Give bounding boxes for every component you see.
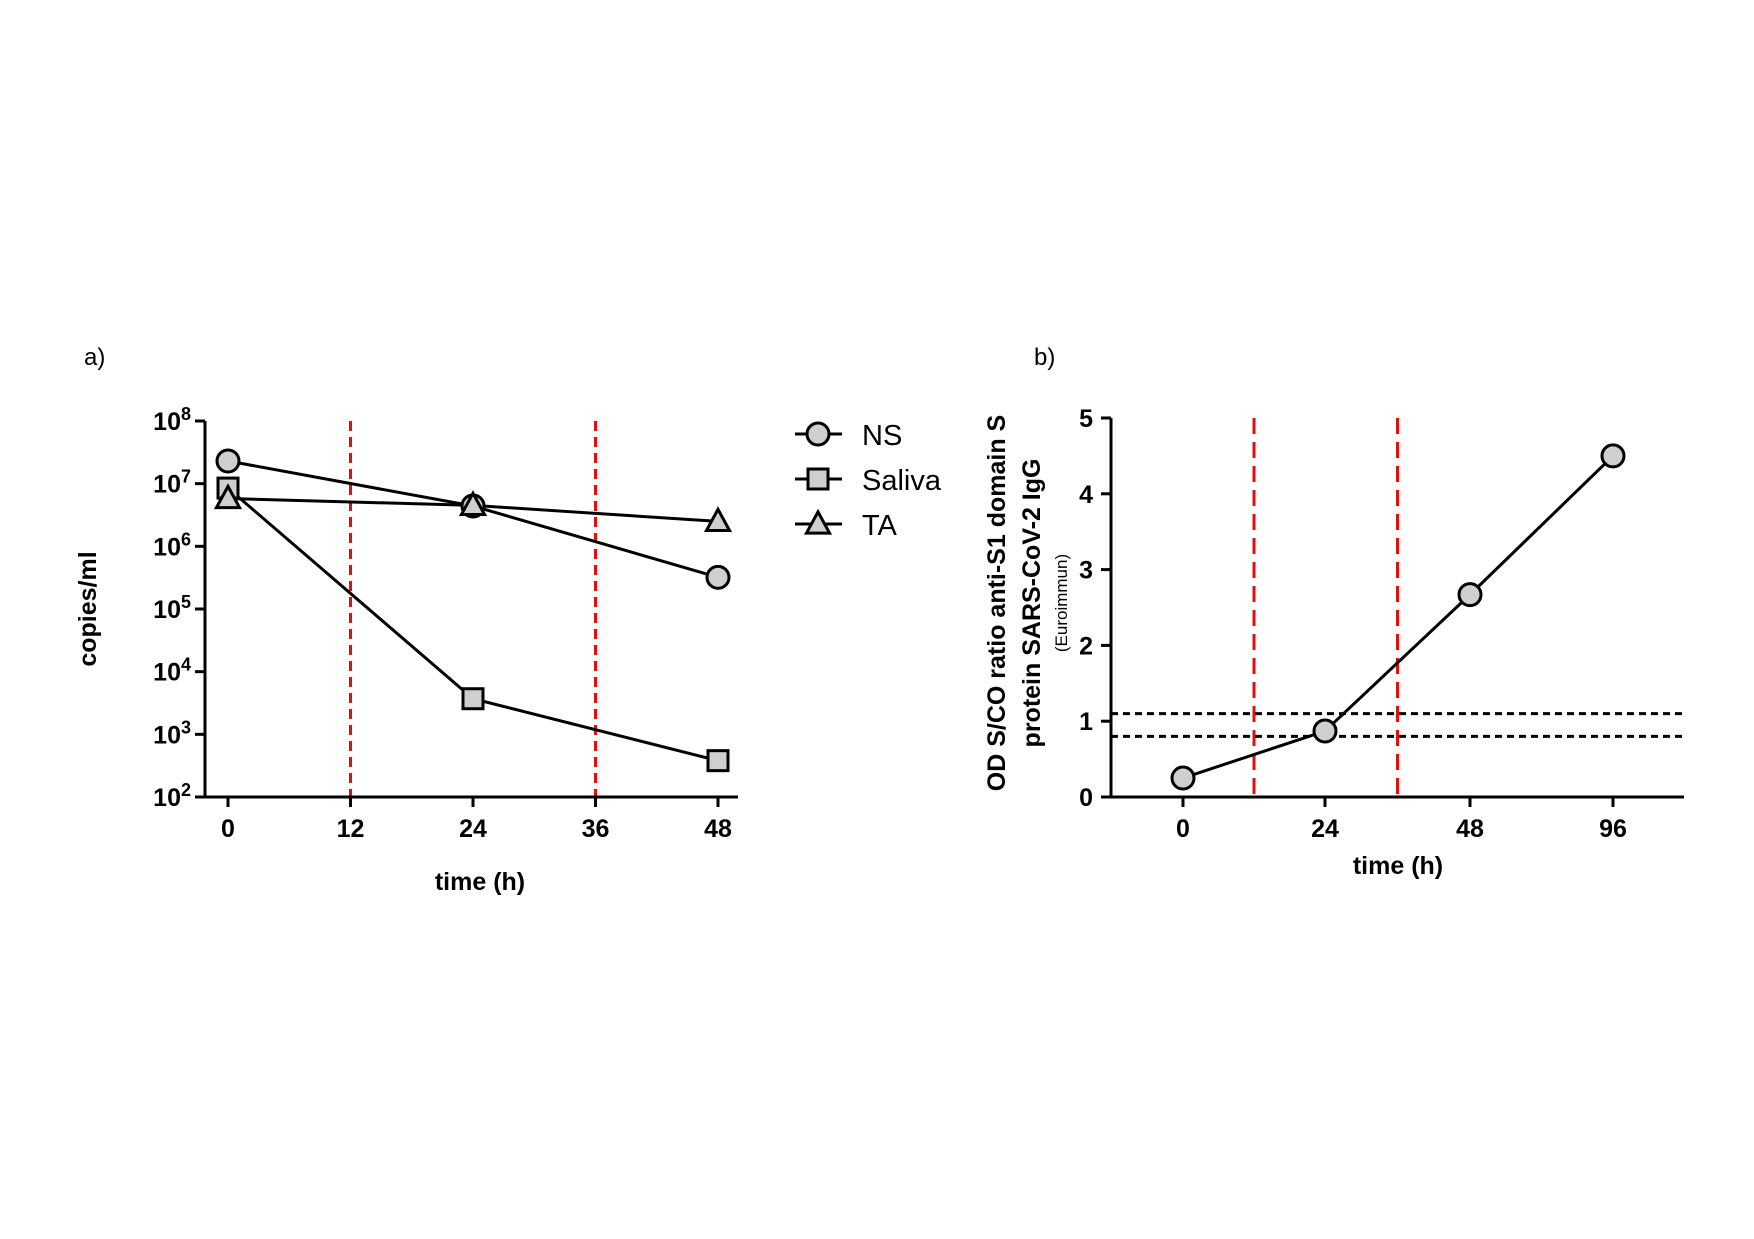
x-tick-label: 12	[337, 815, 365, 843]
legend-a: NS Saliva TA	[795, 420, 942, 542]
data-point	[1600, 443, 1626, 469]
y-tick-label: 4	[1079, 481, 1093, 509]
chart-a: 102 103 104 105 106 107 108 0 12 24 36 48 time (h) co…	[74, 404, 738, 896]
y-tick-label: 5	[1079, 405, 1093, 433]
x-tick-label: 96	[1599, 815, 1627, 843]
legend-label-ta: TA	[862, 510, 898, 542]
y-axis-title-line-2: protein SARS-CoV-2 IgG	[1018, 459, 1046, 748]
x-tick-label: 24	[1311, 815, 1339, 843]
y-tick-label: 102	[153, 780, 191, 812]
y-axis-title-line-1: OD S/CO ratio anti-S1 domain S	[983, 415, 1011, 791]
x-tick-label: 48	[704, 815, 732, 843]
data-point	[1457, 582, 1483, 608]
y-tick-label: 106	[153, 529, 191, 561]
legend-label-ns: NS	[862, 420, 902, 452]
x-tick-label: 36	[582, 815, 610, 843]
y-tick-label: 107	[153, 467, 191, 499]
x-axis-title: time (h)	[435, 868, 525, 896]
chart-b: 0 1 2 3 4 5 0 24 48 96 time (h) OD S/CO ratio anti-…	[983, 405, 1684, 880]
y-tick-label: 104	[153, 655, 191, 687]
panel-b-label: b)	[1034, 344, 1055, 371]
x-axis-title: time (h)	[1353, 852, 1443, 880]
data-point-saliva	[706, 749, 730, 773]
legend-marker-saliva	[806, 467, 830, 491]
y-tick-label: 108	[153, 404, 191, 436]
panel-a-label: a)	[84, 344, 105, 371]
x-tick-label: 0	[1176, 815, 1190, 843]
data-point-ns	[705, 564, 731, 590]
legend-marker-ta	[803, 508, 833, 535]
y-axis-title: copies/ml	[74, 551, 102, 666]
y-tick-label: 0	[1079, 784, 1093, 812]
data-point-ta	[458, 490, 488, 516]
x-tick-label: 24	[459, 815, 487, 843]
y-tick-label: 1	[1079, 708, 1093, 736]
legend-label-saliva: Saliva	[862, 465, 942, 497]
data-point	[1170, 765, 1196, 791]
x-tick-label: 48	[1456, 815, 1484, 843]
series-line-ns	[227, 459, 719, 579]
series-line-saliva	[227, 486, 719, 763]
data-point-ta	[213, 483, 243, 510]
y-tick-label: 2	[1079, 632, 1093, 660]
legend-marker-ns	[805, 421, 831, 447]
data-point-ta	[703, 506, 733, 532]
y-tick-label: 105	[153, 592, 191, 624]
data-point-ns	[215, 448, 241, 474]
y-tick-label: 3	[1079, 557, 1093, 585]
data-point	[1312, 718, 1338, 744]
data-point-saliva	[461, 687, 485, 711]
series-line	[1182, 454, 1615, 780]
y-tick-label: 103	[153, 717, 191, 749]
x-tick-label: 0	[221, 815, 235, 843]
y-axis-subtitle: (Euroimmun)	[1052, 554, 1071, 652]
